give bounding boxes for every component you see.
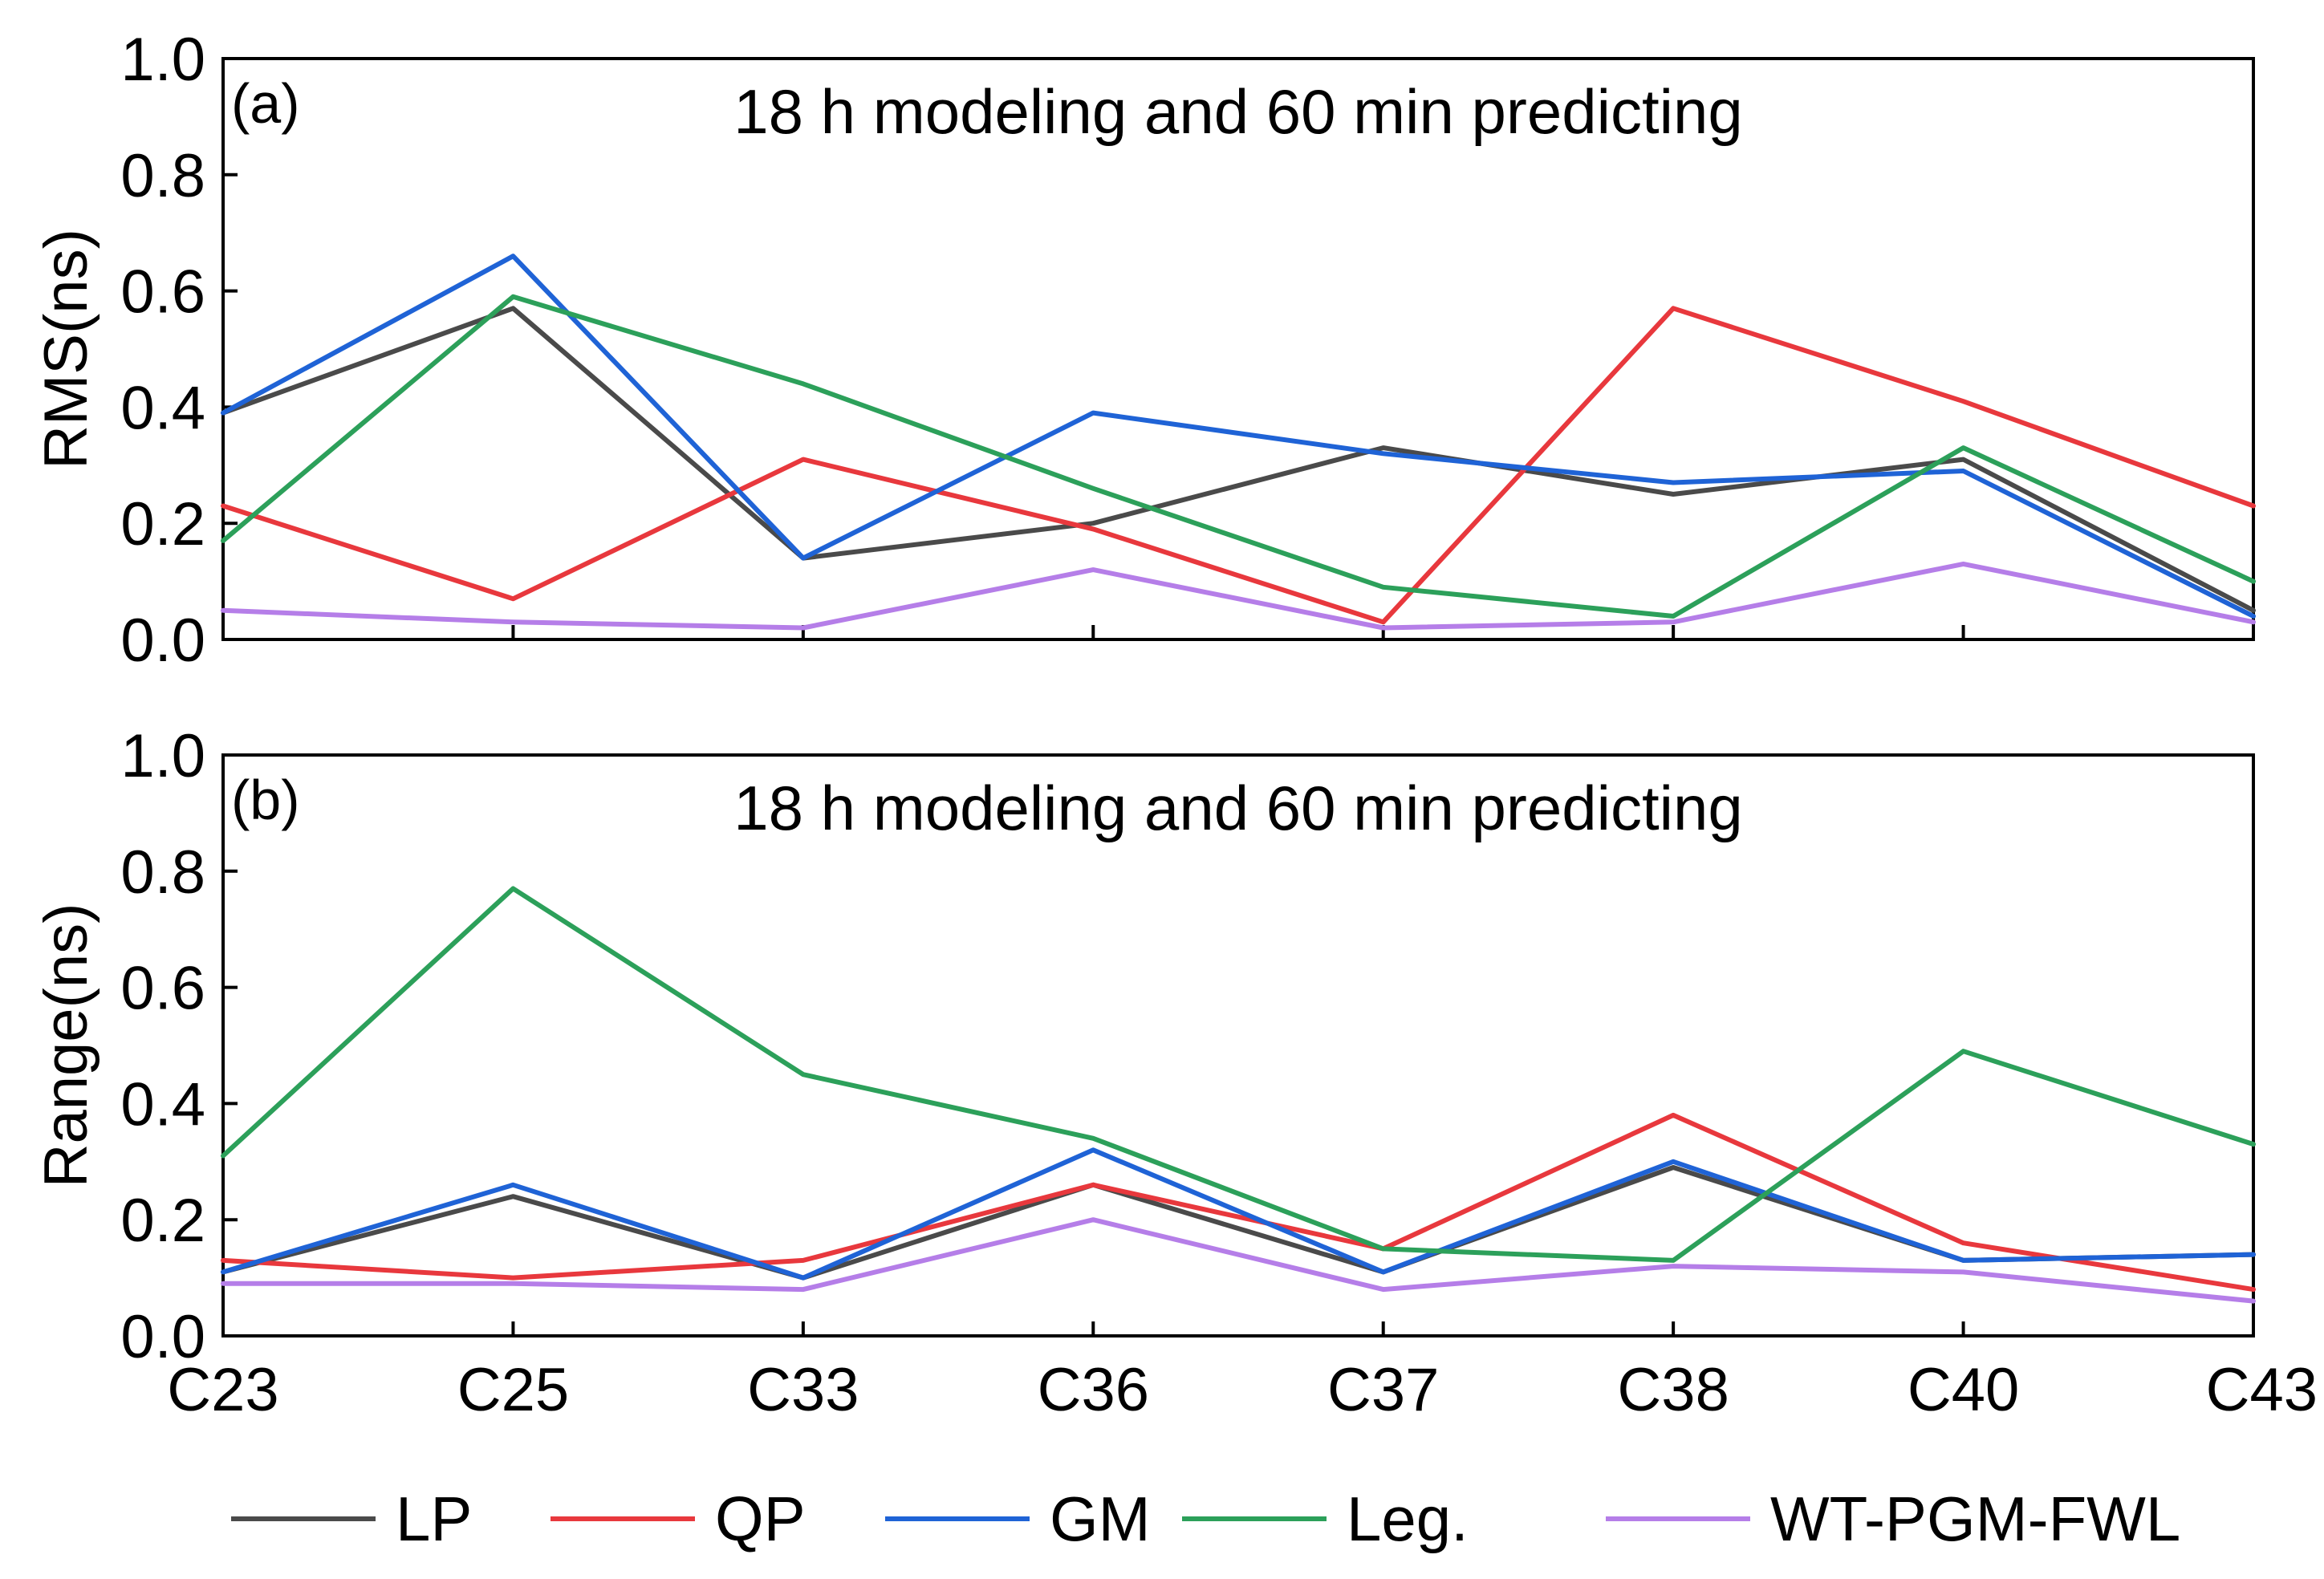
x-tick-label: C43	[2206, 1356, 2318, 1424]
series-line-wt-pgm-fwl	[221, 561, 2256, 631]
y-tick-label: 0.6	[120, 955, 205, 1023]
y-tick-label: 0.2	[120, 1187, 205, 1255]
x-tick-label: C36	[1038, 1356, 1149, 1424]
y-tick-label: 0.8	[120, 142, 205, 210]
series-line-leg	[221, 886, 2256, 1263]
legend: LP QP GM Leg. WT-PGM-FWL	[231, 1484, 2180, 1554]
rms-subtitle: 18 h modeling and 60 min predicting	[733, 76, 1742, 147]
range-y-axis: 0.0 0.2 0.4 0.6 0.8 1.0	[120, 722, 238, 1371]
x-tick-label: C37	[1327, 1356, 1439, 1424]
y-tick-label: 0.0	[120, 1303, 205, 1371]
legend-label: QP	[715, 1484, 806, 1554]
y-tick-label: 0.0	[120, 607, 205, 675]
rms-y-axis: 0.0 0.2 0.4 0.6 0.8 1.0	[120, 26, 238, 675]
series-line-qp	[221, 306, 2256, 625]
range-subtitle: 18 h modeling and 60 min predicting	[733, 773, 1742, 843]
x-tick-label: C33	[747, 1356, 859, 1424]
x-tick-label: C38	[1617, 1356, 1729, 1424]
range-panel-label: (b)	[231, 769, 300, 831]
x-category-labels: C23 C25 C33 C36 C37 C38 C40 C43	[167, 1356, 2318, 1424]
series-line-qp	[221, 1112, 2256, 1293]
legend-label: LP	[396, 1484, 472, 1554]
y-tick-label: 1.0	[120, 26, 205, 94]
y-tick-label: 0.8	[120, 838, 205, 907]
series-line-leg	[221, 294, 2256, 619]
y-tick-label: 1.0	[120, 722, 205, 790]
range-y-axis-label: Range(ns)	[32, 903, 100, 1188]
x-tick-label: C40	[1908, 1356, 2019, 1424]
legend-label: WT-PGM-FWL	[1770, 1484, 2180, 1554]
y-tick-label: 0.4	[120, 1070, 205, 1139]
series-line-wt-pgm-fwl	[221, 1217, 2256, 1304]
series-line-lp	[221, 1165, 2256, 1281]
range-plot-frame	[221, 753, 2255, 1337]
legend-label: GM	[1050, 1484, 1151, 1554]
series-line-lp	[221, 306, 2256, 613]
rms-x-axis	[221, 625, 2255, 639]
rms-y-axis-label: RMS(ns)	[32, 229, 100, 469]
rms-panel: 0.0 0.2 0.4 0.6 0.8 1.0 (a) 18 h modeling and…	[32, 26, 2256, 675]
range-series-lines	[221, 886, 2256, 1304]
y-tick-label: 0.6	[120, 258, 205, 327]
series-line-gm	[221, 254, 2256, 619]
rms-panel-label: (a)	[231, 72, 300, 135]
x-tick-label: C23	[167, 1356, 278, 1424]
x-tick-label: C25	[457, 1356, 569, 1424]
y-tick-label: 0.4	[120, 374, 205, 442]
range-x-axis	[221, 1321, 2255, 1336]
range-panel: 0.0 0.2 0.4 0.6 0.8 1.0 (b) 18 h modeling and…	[32, 722, 2256, 1371]
y-tick-label: 0.2	[120, 490, 205, 558]
legend-label: Leg.	[1347, 1484, 1469, 1554]
series-line-gm	[221, 1147, 2256, 1281]
rms-series-lines	[221, 254, 2256, 631]
rms-plot-frame	[221, 57, 2255, 641]
